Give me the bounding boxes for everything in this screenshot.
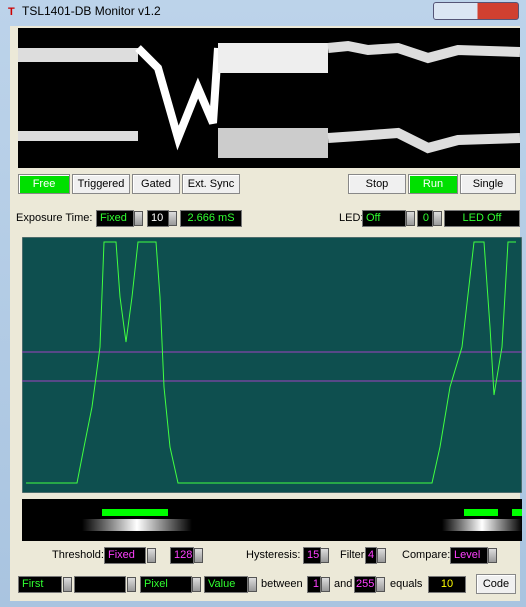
search-unit[interactable]: Pixel xyxy=(140,576,192,593)
spinner[interactable] xyxy=(63,577,72,592)
threshold-label: Threshold: xyxy=(52,547,104,564)
search-field[interactable]: Value xyxy=(204,576,248,593)
run-button[interactable]: Single xyxy=(460,174,516,194)
between-label: between xyxy=(261,576,303,593)
mode-button[interactable]: Gated xyxy=(132,174,180,194)
exposure-time: 2.666 mS xyxy=(180,210,242,227)
led-value[interactable]: 0 xyxy=(417,210,433,227)
led-status: LED Off xyxy=(444,210,520,227)
exposure-label: Exposure Time: xyxy=(16,210,92,227)
spinner[interactable] xyxy=(488,548,497,563)
compare-mode[interactable]: Level xyxy=(450,547,488,564)
search-low[interactable]: 1 xyxy=(307,576,321,593)
spinner[interactable] xyxy=(134,211,143,226)
filter-label: Filter: xyxy=(340,547,368,564)
spinner[interactable] xyxy=(320,548,329,563)
spinner[interactable] xyxy=(377,548,386,563)
spinner[interactable] xyxy=(321,577,330,592)
search-which[interactable]: First xyxy=(18,576,62,593)
app-icon: T xyxy=(8,6,18,18)
empty-field[interactable] xyxy=(74,576,126,593)
led-label: LED: xyxy=(339,210,363,227)
threshold-mode[interactable]: Fixed xyxy=(104,547,146,564)
spinner[interactable] xyxy=(433,211,442,226)
filter-value[interactable]: 4 xyxy=(365,547,377,564)
compare-label: Compare: xyxy=(402,547,450,564)
window-title: TSL1401-DB Monitor v1.2 xyxy=(22,3,161,20)
search-high[interactable]: 255 xyxy=(354,576,376,593)
waveform-plot xyxy=(22,237,522,493)
exposure-value[interactable]: 10 xyxy=(147,210,169,227)
spinner[interactable] xyxy=(248,577,257,592)
threshold-strip xyxy=(22,499,522,541)
equals-label: equals xyxy=(390,576,422,593)
run-button[interactable]: Stop xyxy=(348,174,406,194)
mode-button[interactable]: Free xyxy=(18,174,70,194)
threshold-value[interactable]: 128 xyxy=(170,547,194,564)
run-button[interactable]: Run xyxy=(408,174,458,194)
and-label: and xyxy=(334,576,352,593)
window-controls[interactable] xyxy=(433,2,519,20)
hysteresis-label: Hysteresis: xyxy=(246,547,300,564)
spinner[interactable] xyxy=(127,577,136,592)
search-result: 10 xyxy=(428,576,466,593)
spinner[interactable] xyxy=(147,548,156,563)
spinner[interactable] xyxy=(376,577,385,592)
spinner[interactable] xyxy=(406,211,415,226)
exposure-mode[interactable]: Fixed xyxy=(96,210,134,227)
spinner[interactable] xyxy=(168,211,177,226)
led-mode[interactable]: Off xyxy=(362,210,406,227)
spinner[interactable] xyxy=(192,577,201,592)
spinner[interactable] xyxy=(194,548,203,563)
window: T TSL1401-DB Monitor v1.2 Free Triggered… xyxy=(0,0,526,607)
mode-button[interactable]: Triggered xyxy=(72,174,130,194)
code-button[interactable]: Code xyxy=(476,574,516,594)
hysteresis-value[interactable]: 15 xyxy=(303,547,321,564)
camera-image xyxy=(18,28,520,168)
client-area: Free Triggered Gated Ext. Sync Stop Run … xyxy=(10,26,520,601)
mode-button[interactable]: Ext. Sync xyxy=(182,174,240,194)
